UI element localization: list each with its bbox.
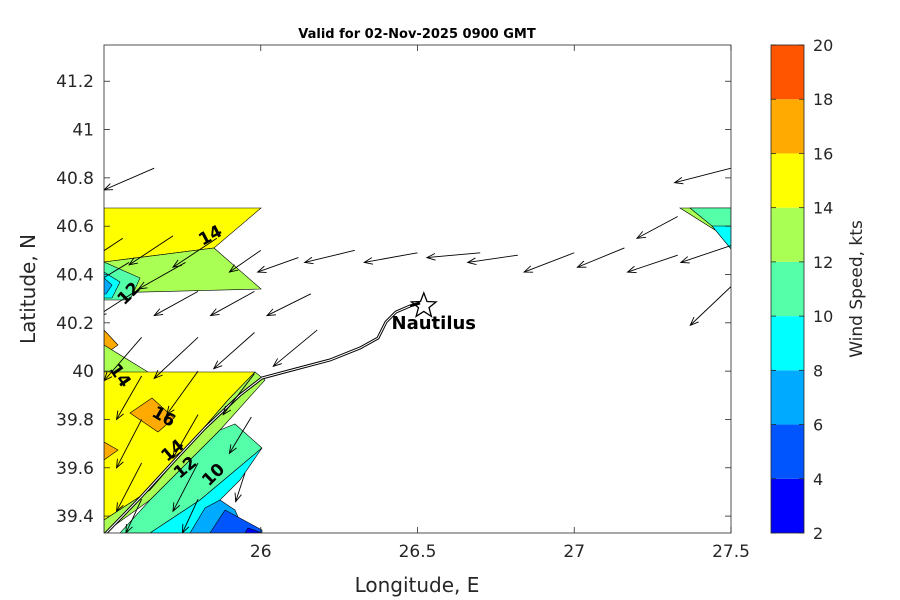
wind-vector	[104, 237, 124, 252]
wind-vector	[679, 245, 731, 264]
wind-speed-contour-fill	[104, 207, 731, 533]
wind-vector	[181, 498, 199, 533]
wind-vector	[115, 375, 143, 421]
wind-vector	[466, 254, 518, 265]
wind-vector	[576, 247, 625, 268]
wind-vector	[115, 462, 143, 513]
wind-vector	[153, 336, 199, 380]
wind-vector	[209, 291, 255, 317]
contour-band-2-4-coast	[244, 527, 263, 533]
contour-band-8-10-east	[711, 225, 731, 250]
y-tick-label: 39.4	[56, 507, 94, 527]
wind-vector	[125, 498, 143, 533]
wind-vector	[104, 262, 130, 279]
wind-vector	[104, 167, 155, 191]
colorbar: 2 4 6 8 10 12 14 16 18 20	[770, 36, 833, 543]
y-tick-label: 40.6	[56, 217, 94, 237]
x-axis-label: Longitude, E	[355, 573, 480, 597]
wind-vector	[137, 262, 186, 290]
x-tick-label: 27	[563, 542, 585, 562]
y-tick-label: 39.8	[56, 410, 94, 430]
x-axis-ticks: 26 26.5 27 27.5	[250, 45, 750, 562]
wind-vector	[128, 235, 174, 266]
contour-band-4-6-coast	[209, 509, 263, 533]
wind-vector	[228, 416, 252, 455]
colorbar-tick-label: 18	[813, 90, 833, 109]
y-tick-label: 40.2	[56, 314, 94, 334]
coastline	[104, 301, 421, 533]
wind-vector	[153, 291, 199, 317]
colorbar-segment	[771, 45, 804, 100]
colorbar-segment	[771, 153, 804, 208]
colorbar-tick-label: 10	[813, 307, 833, 326]
colorbar-segment	[771, 370, 804, 425]
colorbar-segment	[771, 424, 804, 479]
y-tick-label: 39.6	[56, 459, 94, 479]
wind-vector	[626, 254, 678, 274]
wind-vector	[265, 293, 312, 317]
coastline-inner	[105, 305, 411, 533]
wind-vector	[256, 257, 299, 273]
station-marker: Nautilus	[392, 291, 477, 334]
wind-vector	[689, 286, 731, 327]
colorbar-tick-label: 4	[813, 470, 823, 489]
wind-vector	[234, 472, 246, 503]
y-axis-label: Latitude, N	[16, 234, 40, 344]
contour-band-10-12-east	[689, 207, 731, 231]
contour-band-16-18-edge	[104, 441, 119, 461]
colorbar-segment	[771, 99, 804, 154]
colorbar-segment	[771, 316, 804, 371]
wind-vector	[303, 249, 355, 265]
y-tick-label: 41.2	[56, 72, 94, 92]
wind-vector	[522, 252, 575, 273]
wind-vector	[272, 329, 318, 368]
wind-vector	[673, 167, 731, 185]
chart-title: Valid for 02-Nov-2025 0900 GMT	[298, 27, 536, 42]
colorbar-tick-label: 2	[813, 524, 823, 543]
wind-vector	[115, 419, 143, 469]
colorbar-tick-label: 16	[813, 144, 833, 163]
wind-vector	[212, 332, 255, 370]
wind-vector	[222, 373, 255, 416]
wind-vectors	[104, 167, 731, 533]
colorbar-tick-label: 8	[813, 361, 823, 380]
colorbar-tick-label: 6	[813, 416, 823, 435]
y-axis-ticks: 39.4 39.6 39.8 40 40.2 40.4 40.6 40.8 41 41.2	[56, 72, 731, 527]
wind-vector	[635, 216, 678, 239]
x-tick-label: 26.5	[399, 542, 437, 562]
wind-vector	[104, 337, 142, 382]
colorbar-tick-label: 14	[813, 199, 833, 218]
colorbar-tick-label: 20	[813, 36, 833, 55]
wind-vector	[425, 252, 481, 261]
colorbar-frame	[770, 44, 805, 534]
x-tick-label: 27.5	[712, 542, 750, 562]
colorbar-label: Wind Speed, kts	[847, 220, 867, 358]
x-tick-label: 26	[250, 542, 272, 562]
wind-vector	[172, 462, 199, 513]
y-tick-label: 40	[72, 362, 94, 382]
colorbar-segment	[771, 261, 804, 317]
wind-vector	[165, 370, 199, 416]
wind-vector	[363, 252, 418, 265]
y-tick-label: 40.4	[56, 266, 94, 286]
wind-vector	[228, 249, 262, 273]
contour-band-6-8	[104, 277, 113, 295]
station-label: Nautilus	[392, 313, 477, 334]
contour-band-12-14	[104, 247, 262, 294]
y-tick-label: 41	[72, 121, 94, 141]
station-star-icon	[409, 291, 438, 318]
colorbar-segment	[771, 207, 804, 262]
colorbar-segment	[771, 478, 804, 533]
contour-band-16-18-south	[129, 397, 175, 433]
wind-vector	[172, 414, 199, 460]
colorbar-tick-label: 12	[813, 253, 833, 272]
y-tick-label: 40.8	[56, 169, 94, 189]
